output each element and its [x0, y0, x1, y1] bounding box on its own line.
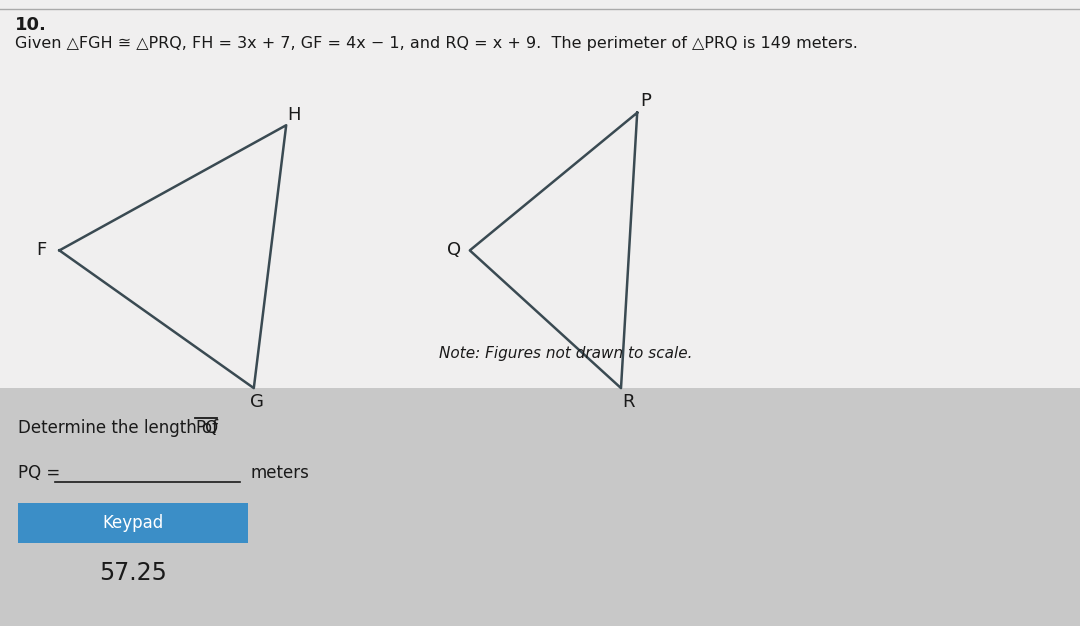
- Text: Keypad: Keypad: [103, 514, 164, 532]
- Text: G: G: [249, 393, 264, 411]
- Text: H: H: [287, 106, 301, 124]
- Text: Given △FGH ≅ △PRQ, FH = 3x + 7, GF = 4x − 1, and RQ = x + 9.  The perimeter of △: Given △FGH ≅ △PRQ, FH = 3x + 7, GF = 4x …: [15, 36, 858, 51]
- Text: R: R: [623, 393, 635, 411]
- Text: Q: Q: [447, 242, 461, 259]
- Bar: [18, 503, 248, 543]
- Text: 10.: 10.: [15, 16, 46, 34]
- Text: PQ =: PQ =: [18, 464, 60, 482]
- Text: Note: Figures not drawn to scale.: Note: Figures not drawn to scale.: [438, 346, 692, 361]
- Bar: [0, 388, 1080, 626]
- Bar: [0, 0, 1080, 388]
- Text: Determine the length of: Determine the length of: [18, 419, 224, 437]
- Text: 57.25: 57.25: [99, 561, 167, 585]
- Text: F: F: [37, 242, 46, 259]
- Text: meters: meters: [249, 464, 309, 482]
- Text: PQ: PQ: [195, 419, 218, 437]
- Text: P: P: [639, 91, 650, 110]
